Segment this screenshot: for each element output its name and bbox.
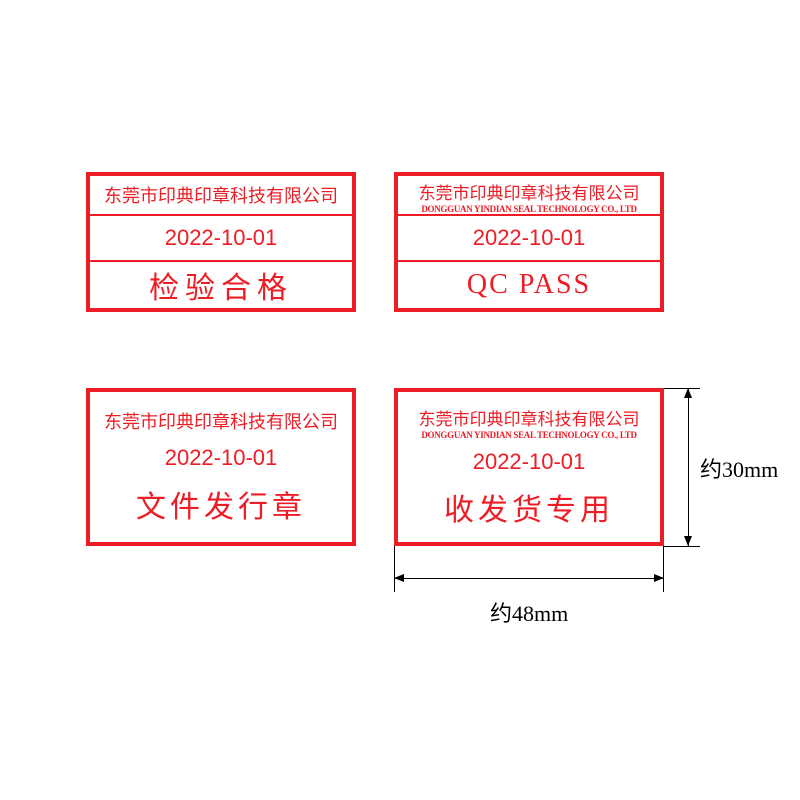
dimension-height-label: 约30mm [700, 452, 778, 484]
company-name-en: DONGGUAN YINDIAN SEAL TECHNOLOGY CO., LT… [421, 430, 636, 440]
stamp-bottom-left: 东莞市印典印章科技有限公司 2022-10-01 文件发行章 [86, 388, 356, 546]
stamp-date: 2022-10-01 [165, 445, 278, 471]
stamp-top-left: 东莞市印典印章科技有限公司 2022-10-01 检验合格 [86, 172, 356, 312]
stamp-bottom-right: 东莞市印典印章科技有限公司 DONGGUAN YINDIAN SEAL TECH… [394, 388, 664, 546]
stamp-label: QC PASS [467, 269, 591, 301]
company-name-cn: 东莞市印典印章科技有限公司 [419, 405, 640, 430]
stamp-top-right: 东莞市印典印章科技有限公司 DONGGUAN YINDIAN SEAL TECH… [394, 172, 664, 312]
stamp-label: 文件发行章 [136, 482, 306, 526]
dimension-width-label: 约48mm [490, 596, 568, 628]
company-name-cn: 东莞市印典印章科技有限公司 [104, 182, 338, 208]
stamp-label: 检验合格 [149, 263, 293, 307]
stamp-date: 2022-10-01 [473, 449, 586, 475]
company-name-cn: 东莞市印典印章科技有限公司 [419, 179, 640, 204]
stamp-date: 2022-10-01 [165, 225, 278, 251]
stamp-label: 收发货专用 [444, 485, 614, 529]
company-name-cn: 东莞市印典印章科技有限公司 [104, 408, 338, 434]
company-name-en: DONGGUAN YINDIAN SEAL TECHNOLOGY CO., LT… [421, 204, 636, 214]
stamp-date: 2022-10-01 [473, 225, 586, 251]
